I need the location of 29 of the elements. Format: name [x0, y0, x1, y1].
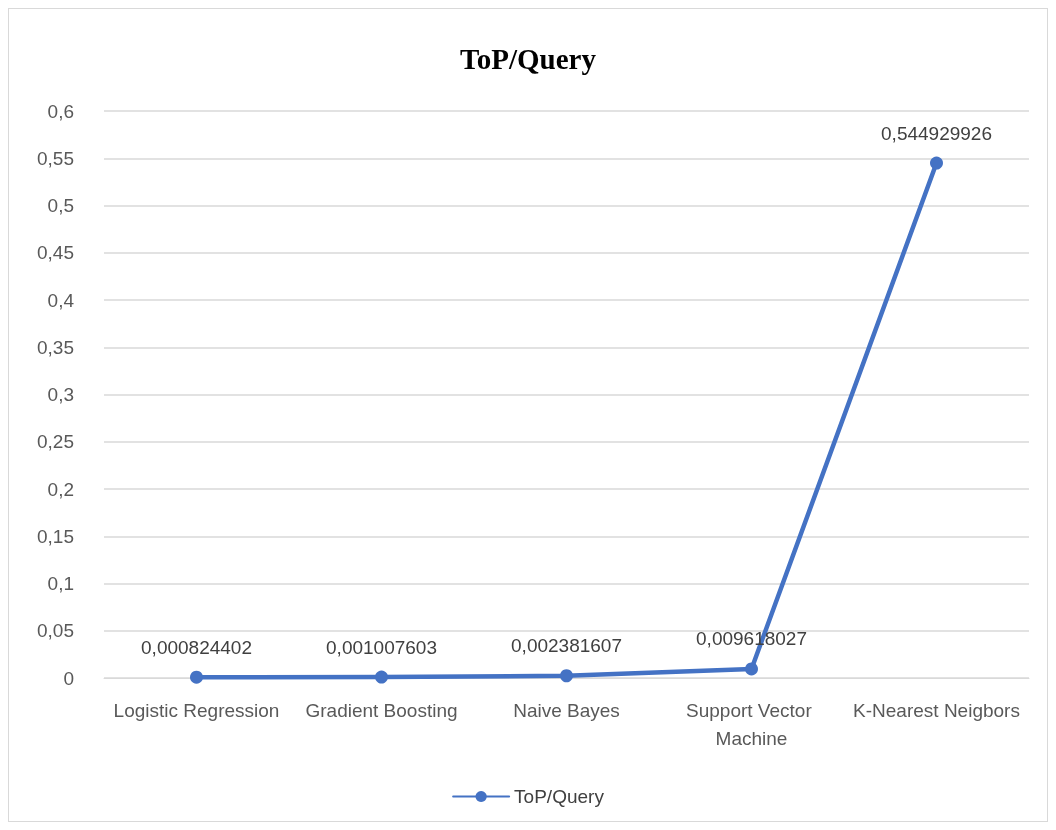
- data-label: 0,002381607: [511, 635, 622, 657]
- y-tick-label: 0,05: [37, 620, 74, 642]
- y-tick-label: 0,5: [47, 195, 74, 216]
- x-tick-label: Gradient Boosting: [305, 699, 458, 721]
- y-tick-label: 0,4: [47, 289, 75, 311]
- x-tick-label: Support Vector Machine: [686, 699, 817, 749]
- point: [560, 669, 573, 683]
- y-tick-label: 0,6: [47, 100, 74, 122]
- y-tick-label: 0,15: [37, 525, 74, 547]
- y-tick-label: 0,1: [47, 573, 74, 594]
- data-label: 0,001007603: [326, 636, 437, 658]
- x-tick-label: K-Nearest Neigbors: [853, 699, 1020, 721]
- data-label: 0,000824402: [141, 636, 252, 658]
- point: [930, 156, 943, 170]
- y-tick-label: 0,55: [37, 147, 74, 169]
- y-tick-label: 0,2: [47, 478, 74, 500]
- y-tick-label: 0: [63, 667, 74, 689]
- x-tick-label: Logistic Regression: [113, 699, 280, 721]
- legend-label: ToP/Query: [514, 786, 605, 807]
- point: [190, 670, 203, 684]
- x-tick-label: Naive Bayes: [513, 699, 620, 721]
- y-tick-label: 0,25: [37, 431, 74, 453]
- y-tick-label: 0,3: [47, 384, 74, 405]
- chart-title: ToP/Query: [460, 42, 597, 75]
- point: [375, 670, 388, 684]
- point: [745, 662, 758, 676]
- data-label: 0,544929926: [881, 122, 992, 144]
- y-tick-label: 0,35: [37, 336, 74, 358]
- y-tick-label: 0,45: [37, 242, 74, 264]
